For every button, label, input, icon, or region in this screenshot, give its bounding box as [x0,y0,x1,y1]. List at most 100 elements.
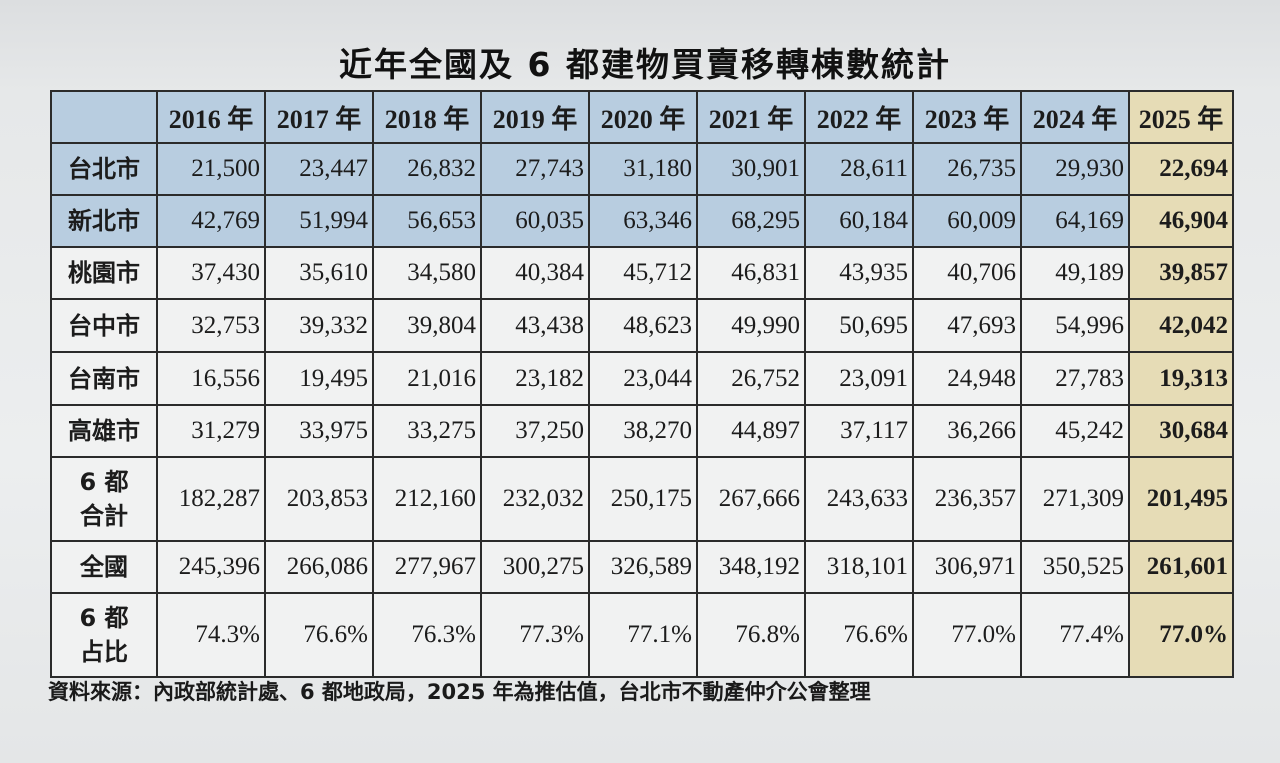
table-cell: 42,769 [156,194,266,248]
table-cell: 77.0% [912,592,1022,678]
row-label-line: 新北市 [68,207,140,235]
table-cell: 232,032 [480,456,590,542]
row-label-line: 台北市 [68,155,140,183]
table-row: 台中市 32,753 39,332 39,804 43,438 48,623 49,990 5… [50,298,1234,353]
row-label: 6 都占比 [50,592,158,678]
table-cell: 45,712 [588,246,698,300]
row-label: 全國 [50,540,158,594]
column-header: 2022 年 [804,90,914,144]
table-cell: 39,804 [372,298,482,353]
table-cell: 35,610 [264,246,374,300]
page-title: 近年全國及 6 都建物買賣移轉棟數統計 [339,45,951,84]
table-cell: 19,495 [264,351,374,406]
row-label-line: 台南市 [68,364,140,393]
table-cell: 23,447 [264,142,374,196]
table-cell: 60,009 [912,194,1022,248]
table-cell: 236,357 [912,456,1022,542]
table-cell: 348,192 [696,540,806,594]
table-cell: 47,693 [912,298,1022,353]
table-cell: 43,935 [804,246,914,300]
table-cell: 60,184 [804,194,914,248]
table-cell: 182,287 [156,456,266,542]
table-cell: 31,279 [156,404,266,458]
table-cell: 38,270 [588,404,698,458]
row-label-line: 全國 [80,553,128,581]
table-cell: 49,990 [696,298,806,353]
table-cell: 318,101 [804,540,914,594]
table-cell: 39,332 [264,298,374,353]
source-note: 資料來源：內政部統計處、6 都地政局，2025 年為推估值，台北市不動產仲介公會… [48,680,871,704]
table-cell: 51,994 [264,194,374,248]
row-label-line: 6 都 [79,604,129,632]
table-cell: 77.4% [1020,592,1130,678]
corner-cell [50,90,158,144]
row-label-line: 占比 [80,638,128,666]
table-cell: 45,242 [1020,404,1130,458]
table-cell: 44,897 [696,404,806,458]
table-cell: 277,967 [372,540,482,594]
table-cell: 23,091 [804,351,914,406]
table-cell-highlight: 261,601 [1128,540,1234,594]
table-cell-highlight: 19,313 [1128,351,1234,406]
table-cell: 68,295 [696,194,806,248]
table-cell: 60,035 [480,194,590,248]
table-row: 桃園市 37,430 35,610 34,580 40,384 45,712 46,831 4… [50,246,1234,300]
table-row: 高雄市 31,279 33,975 33,275 37,250 38,270 44,897 3… [50,404,1234,458]
table-row: 台南市 16,556 19,495 21,016 23,182 23,044 26,752 2… [50,351,1234,406]
table-cell: 212,160 [372,456,482,542]
table-cell: 27,783 [1020,351,1130,406]
table-cell: 74.3% [156,592,266,678]
table-cell: 63,346 [588,194,698,248]
table-cell: 76.6% [804,592,914,678]
table-cell: 26,735 [912,142,1022,196]
table-cell: 23,044 [588,351,698,406]
table-cell: 29,930 [1020,142,1130,196]
table-cell: 16,556 [156,351,266,406]
table-cell: 77.3% [480,592,590,678]
table-cell: 306,971 [912,540,1022,594]
row-label: 新北市 [50,194,158,248]
table-cell: 245,396 [156,540,266,594]
table-cell: 33,275 [372,404,482,458]
table-cell: 40,384 [480,246,590,300]
row-label: 台北市 [50,142,158,196]
table-cell: 26,832 [372,142,482,196]
table-cell: 64,169 [1020,194,1130,248]
row-label: 6 都合計 [50,456,158,542]
column-header: 2021 年 [696,90,806,144]
table-cell: 33,975 [264,404,374,458]
table-cell: 76.6% [264,592,374,678]
row-label-line: 桃園市 [68,259,140,287]
table-cell: 266,086 [264,540,374,594]
table-cell: 46,831 [696,246,806,300]
table-cell: 243,633 [804,456,914,542]
table-cell: 24,948 [912,351,1022,406]
table-cell: 48,623 [588,298,698,353]
table-cell: 43,438 [480,298,590,353]
table-cell: 50,695 [804,298,914,353]
table-cell-highlight: 42,042 [1128,298,1234,353]
table-row: 6 都占比 74.3% 76.6% 76.3% 77.3% 77.1% 76.8% 76.6%… [50,592,1234,678]
table-cell: 26,752 [696,351,806,406]
table-cell-highlight: 46,904 [1128,194,1234,248]
table-cell: 267,666 [696,456,806,542]
table-cell: 37,250 [480,404,590,458]
table-row: 6 都合計 182,287 203,853 212,160 232,032 250,175… [50,456,1234,542]
row-label-line: 6 都 [79,468,129,496]
column-header: 2017 年 [264,90,374,144]
table-cell: 76.8% [696,592,806,678]
table-row: 全國 245,396 266,086 277,967 300,275 326,589 348… [50,540,1234,594]
table-cell: 31,180 [588,142,698,196]
column-header: 2019 年 [480,90,590,144]
statistics-table: 2016 年 2017 年 2018 年 2019 年 2020 年 2021 … [50,90,1234,678]
table-cell: 300,275 [480,540,590,594]
column-header: 2016 年 [156,90,266,144]
table-cell: 21,500 [156,142,266,196]
table-cell: 37,430 [156,246,266,300]
table-cell: 54,996 [1020,298,1130,353]
column-header: 2018 年 [372,90,482,144]
row-label-line: 合計 [80,502,128,530]
column-header: 2023 年 [912,90,1022,144]
table-cell: 49,189 [1020,246,1130,300]
